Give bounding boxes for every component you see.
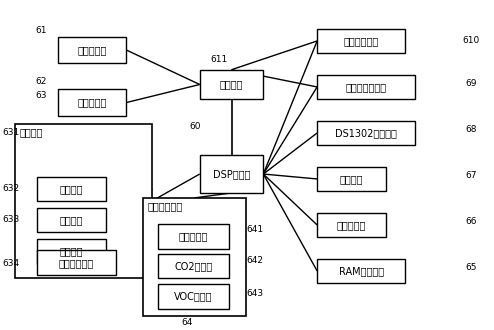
- Text: VOC传感器: VOC传感器: [174, 292, 213, 302]
- Text: 甲烷传感器: 甲烷传感器: [179, 231, 208, 242]
- Text: 634: 634: [2, 259, 19, 268]
- Text: 65: 65: [465, 263, 477, 272]
- Text: 633: 633: [2, 215, 19, 224]
- Text: 642: 642: [247, 256, 263, 265]
- FancyBboxPatch shape: [317, 121, 415, 145]
- Text: 64: 64: [182, 317, 193, 327]
- Text: 电能监测电路: 电能监测电路: [59, 258, 94, 268]
- FancyBboxPatch shape: [58, 37, 126, 63]
- Text: 空气监测模块: 空气监测模块: [147, 201, 183, 211]
- Text: 舵机控制器: 舵机控制器: [78, 98, 107, 108]
- FancyBboxPatch shape: [317, 213, 386, 237]
- Text: 66: 66: [465, 217, 477, 226]
- FancyBboxPatch shape: [158, 284, 229, 309]
- Text: 631: 631: [2, 128, 19, 137]
- Text: 数据接口: 数据接口: [220, 80, 243, 89]
- Text: 电源模块: 电源模块: [20, 127, 43, 137]
- Text: 电机控制器: 电机控制器: [78, 45, 107, 55]
- FancyBboxPatch shape: [58, 89, 126, 116]
- Text: 62: 62: [36, 77, 47, 86]
- Text: 68: 68: [465, 125, 477, 134]
- Text: 641: 641: [247, 225, 264, 234]
- Text: 61: 61: [36, 26, 47, 35]
- Text: DSP处理器: DSP处理器: [213, 169, 250, 179]
- FancyBboxPatch shape: [37, 208, 106, 232]
- FancyBboxPatch shape: [37, 177, 106, 201]
- FancyBboxPatch shape: [158, 224, 229, 249]
- Text: DS1302电子时钟: DS1302电子时钟: [335, 128, 397, 138]
- Text: 611: 611: [210, 55, 228, 64]
- FancyBboxPatch shape: [37, 239, 106, 264]
- FancyBboxPatch shape: [317, 259, 405, 283]
- Text: CO2传感器: CO2传感器: [174, 261, 213, 271]
- Text: 无线模块: 无线模块: [340, 174, 363, 184]
- Text: 60: 60: [189, 122, 201, 131]
- Text: RAM存储模块: RAM存储模块: [338, 266, 384, 276]
- FancyBboxPatch shape: [15, 124, 152, 279]
- FancyBboxPatch shape: [317, 75, 415, 99]
- Text: 67: 67: [465, 171, 477, 180]
- FancyBboxPatch shape: [317, 167, 386, 191]
- FancyBboxPatch shape: [158, 254, 229, 279]
- Text: 643: 643: [247, 289, 264, 298]
- FancyBboxPatch shape: [200, 70, 263, 99]
- FancyBboxPatch shape: [200, 155, 263, 193]
- Text: 632: 632: [2, 183, 19, 192]
- Text: 温湿度传感器: 温湿度传感器: [343, 36, 379, 46]
- FancyBboxPatch shape: [37, 250, 116, 275]
- FancyBboxPatch shape: [317, 29, 405, 53]
- Text: 69: 69: [465, 79, 477, 88]
- Text: 方位传感器: 方位传感器: [337, 220, 366, 230]
- Text: 稳压电路: 稳压电路: [60, 184, 83, 194]
- Text: 充电电路: 充电电路: [60, 215, 83, 225]
- FancyBboxPatch shape: [143, 198, 246, 316]
- Text: 电磁辐射传感器: 电磁辐射传感器: [345, 82, 387, 92]
- Text: 63: 63: [36, 91, 47, 101]
- Text: 610: 610: [463, 36, 480, 45]
- Text: 供电电路: 供电电路: [60, 246, 83, 256]
